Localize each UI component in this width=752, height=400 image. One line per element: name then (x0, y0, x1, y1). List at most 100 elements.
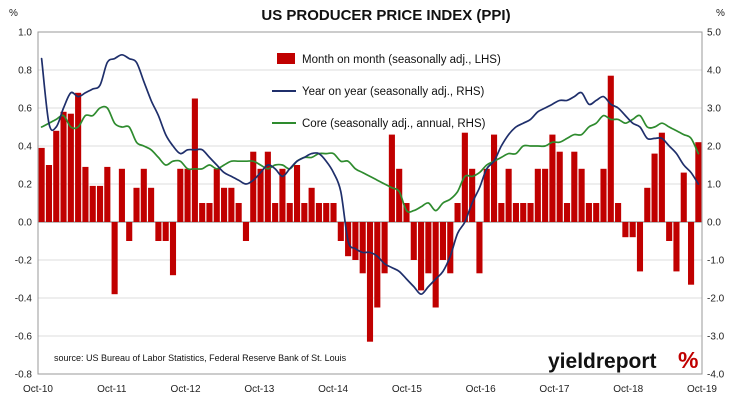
bar (381, 222, 388, 274)
right-tick-label: 5.0 (707, 28, 721, 39)
bar (250, 151, 257, 222)
bar (498, 203, 505, 222)
left-tick-label: -0.6 (15, 332, 33, 343)
bar (82, 166, 89, 222)
bar (301, 203, 308, 222)
bar (666, 222, 673, 241)
left-tick-label: 0.6 (18, 104, 32, 115)
bar (308, 187, 315, 222)
left-tick-label: 1.0 (18, 28, 32, 39)
bar (352, 222, 359, 260)
bar (593, 203, 600, 222)
brand-percent-mark: % (678, 347, 698, 373)
bar (330, 203, 337, 222)
bar (366, 222, 374, 342)
right-tick-label: -1.0 (707, 256, 725, 267)
bar (425, 222, 432, 274)
axis-labels: 1.0 0.8 0.6 0.4 0.2 0.0 -0.2 -0.4 -0.6 -0.8 5.0 4.0… (15, 28, 725, 396)
bar (673, 222, 680, 272)
left-tick-label: -0.8 (15, 370, 33, 381)
bar (439, 222, 447, 260)
bar-series-month-on-month (38, 75, 702, 342)
bar (118, 168, 125, 222)
right-tick-label: 1.0 (707, 180, 721, 191)
bar (89, 185, 96, 222)
left-tick-label: 0.2 (18, 180, 32, 191)
legend: Month on month (seasonally adj., LHS) Ye… (272, 53, 501, 130)
bar (257, 168, 264, 222)
legend-label-core: Core (seasonally adj., annual, RHS) (302, 118, 486, 130)
bar (527, 203, 534, 222)
right-axis-unit: % (716, 8, 725, 19)
bar (140, 168, 147, 222)
bar (359, 222, 366, 274)
bar (469, 168, 476, 222)
line-year-on-year (40, 53, 700, 296)
bar (388, 134, 395, 222)
bar (221, 187, 228, 222)
right-tick-label: 4.0 (707, 66, 721, 77)
bar (651, 153, 658, 222)
bar (578, 168, 585, 222)
x-tick-label: Oct-18 (613, 384, 643, 395)
bar (585, 203, 592, 222)
x-tick-label: Oct-12 (171, 384, 201, 395)
x-tick-label: Oct-17 (539, 384, 569, 395)
bar (629, 222, 636, 238)
bar (111, 222, 118, 295)
bar (615, 203, 622, 222)
bar (177, 168, 184, 222)
bar (242, 222, 250, 241)
bar (235, 203, 242, 222)
bar (403, 203, 410, 222)
bar (272, 203, 279, 222)
bar (286, 203, 293, 222)
x-tick-label: Oct-15 (392, 384, 422, 395)
x-tick-label: Oct-11 (97, 384, 127, 395)
bar (680, 172, 687, 222)
left-tick-label: -0.4 (15, 294, 33, 305)
x-tick-label: Oct-14 (318, 384, 348, 395)
brand-wordmark: yieldreport (548, 350, 657, 373)
left-tick-label: -0.2 (15, 256, 33, 267)
left-axis-unit: % (9, 8, 18, 19)
bar (264, 151, 271, 222)
bar (520, 203, 527, 222)
bar (60, 111, 67, 222)
bar (96, 185, 104, 222)
bar (636, 222, 644, 272)
bar (542, 168, 549, 222)
left-tick-label: 0.0 (18, 218, 32, 229)
bar (658, 132, 665, 222)
bar (199, 203, 206, 222)
right-tick-label: -3.0 (707, 332, 725, 343)
right-tick-label: 2.0 (707, 142, 721, 153)
bar (184, 168, 191, 222)
bar (483, 168, 490, 222)
bar (53, 130, 60, 222)
bar (418, 222, 425, 291)
legend-label-year-on-year: Year on year (seasonally adj., RHS) (302, 86, 485, 98)
bar (622, 222, 629, 238)
line-core (40, 105, 700, 214)
yieldreport-logo: yieldreport % (548, 347, 698, 373)
bar (315, 203, 322, 222)
bar (600, 168, 607, 222)
legend-swatch-month-on-month (277, 53, 295, 64)
right-tick-label: 3.0 (707, 104, 721, 115)
x-tick-label: Oct-19 (687, 384, 717, 395)
bar (191, 98, 198, 222)
bar (337, 222, 344, 241)
bar (549, 134, 556, 222)
bar (410, 222, 417, 260)
bar (148, 187, 155, 222)
bar (505, 168, 512, 222)
x-tick-label: Oct-16 (466, 384, 496, 395)
bar (571, 151, 578, 222)
bar (432, 222, 439, 308)
bar (491, 134, 498, 222)
bar (695, 142, 702, 222)
bar (45, 165, 52, 222)
